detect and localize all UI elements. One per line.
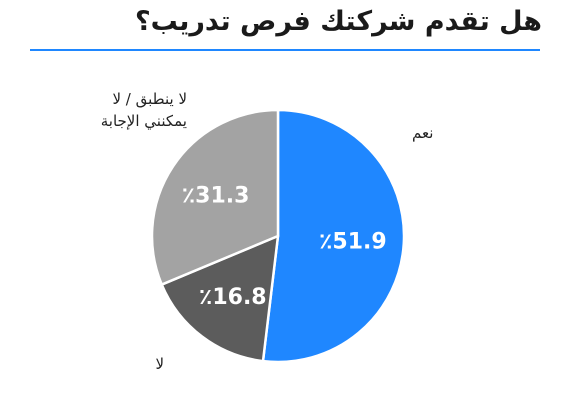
pie-slice-not-applicable [150,108,280,286]
pie-slice-no [160,234,280,363]
pie-slice-yes [261,108,406,364]
slice-value-labels: ٪51.9 ٪16.8 ٪31.3 [182,183,387,309]
pie-slices [150,108,406,364]
category-label-yes: نعم [412,124,433,142]
category-label-na-line-1: لا ينطبق / لا [112,90,187,108]
category-label-no: لا [155,355,164,373]
slice-value-no: ٪16.8 [199,285,267,310]
chart-title: هل تقدم شركتك فرص تدريب؟ [134,6,542,37]
title-divider [30,49,540,51]
category-label-na-line-2: يمكنني الإجابة [101,112,187,131]
slice-value-not-applicable: ٪31.3 [182,183,250,208]
slice-value-yes: ٪51.9 [319,229,387,254]
